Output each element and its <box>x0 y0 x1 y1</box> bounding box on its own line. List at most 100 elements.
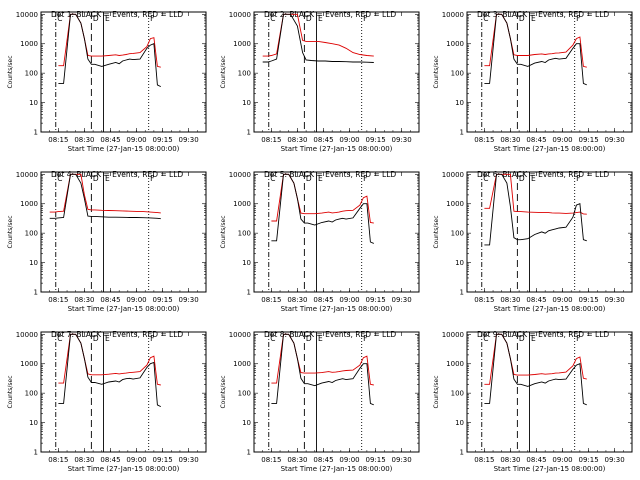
time-marker-label: D <box>93 14 99 23</box>
y-tick-label: 1 <box>460 129 464 137</box>
x-tick-label: 08:15 <box>474 136 494 144</box>
x-tick-label: 09:15 <box>365 296 385 304</box>
time-marker-label: C <box>57 334 62 343</box>
series-events-black <box>58 13 162 88</box>
x-tick-label: 08:30 <box>287 136 307 144</box>
y-tick-label: 1 <box>247 289 251 297</box>
y-tick-label: 1 <box>34 129 38 137</box>
time-marker-label: E <box>318 174 323 183</box>
time-marker-label: F <box>150 14 154 23</box>
plot-frame <box>466 171 633 293</box>
time-marker-label: F <box>150 334 154 343</box>
y-tick-label: 10 <box>29 99 38 107</box>
series-events-black <box>58 333 162 408</box>
panel-9: 1 10 100 1000 10000 08:15 08:30 08:45 09:00 09:15… <box>433 330 633 473</box>
y-tick-label: 1 <box>34 449 38 457</box>
x-tick-label: 08:15 <box>474 456 494 464</box>
time-marker-label: C <box>270 14 275 23</box>
time-marker-label: C <box>270 334 275 343</box>
x-tick-label: 08:15 <box>261 136 281 144</box>
panel-2: 1 10 100 1000 10000 08:15 08:30 08:45 09:00 09:15… <box>220 10 420 153</box>
y-tick-label: 1000 <box>446 360 464 368</box>
y-tick-label: 100 <box>238 390 251 398</box>
time-marker-label: D <box>519 14 525 23</box>
y-tick-label: 10 <box>29 259 38 267</box>
y-tick-label: 10000 <box>442 331 464 339</box>
x-tick-label: 09:15 <box>365 136 385 144</box>
panel-6: 1 10 100 1000 10000 08:15 08:30 08:45 09:00 09:15… <box>433 170 633 313</box>
y-tick-label: 10 <box>455 99 464 107</box>
y-tick-label: 1000 <box>233 40 251 48</box>
series-events-black <box>271 173 374 244</box>
y-tick-label: 100 <box>25 70 38 78</box>
x-tick-label: 08:45 <box>526 136 546 144</box>
panel-title: Det 3: BLACK = Events, RED = LLD <box>477 10 609 19</box>
panel-title: Det 8: BLACK = Events, RED = LLD <box>264 330 396 339</box>
time-marker-label: D <box>93 334 99 343</box>
x-tick-label: 09:00 <box>339 296 359 304</box>
y-axis-label: Counts/sec <box>7 215 14 248</box>
x-tick-label: 08:45 <box>526 296 546 304</box>
y-tick-label: 100 <box>25 390 38 398</box>
time-marker-label: C <box>483 174 488 183</box>
time-marker-label: C <box>483 14 488 23</box>
time-marker-label: E <box>318 334 323 343</box>
panel-1: 1 10 100 1000 10000 08:15 08:30 08:45 09:00 09:15… <box>7 10 207 153</box>
x-tick-label: 08:30 <box>74 296 94 304</box>
y-tick-label: 100 <box>451 70 464 78</box>
y-tick-label: 1000 <box>20 360 38 368</box>
x-axis-label: Start Time (27-Jan-15 08:00:00) <box>494 145 606 153</box>
plot-frame <box>40 171 207 293</box>
x-tick-label: 09:30 <box>392 296 412 304</box>
plot-frame <box>253 11 420 133</box>
plot-frame <box>40 331 207 453</box>
x-axis-label: Start Time (27-Jan-15 08:00:00) <box>68 465 180 473</box>
plot-frame <box>466 331 633 453</box>
x-tick-label: 08:45 <box>313 296 333 304</box>
time-marker-label: F <box>363 334 367 343</box>
series-events-black <box>271 333 374 406</box>
series-lld-red <box>262 13 374 57</box>
x-tick-label: 09:00 <box>552 136 572 144</box>
time-marker-label: F <box>576 174 580 183</box>
time-marker-label: D <box>93 174 99 183</box>
y-tick-label: 1 <box>460 289 464 297</box>
panel-title: Det 1: BLACK = Events, RED = LLD <box>51 10 183 19</box>
y-tick-label: 1000 <box>20 40 38 48</box>
time-marker-label: C <box>270 174 275 183</box>
x-tick-label: 09:00 <box>552 456 572 464</box>
x-tick-label: 08:30 <box>287 296 307 304</box>
y-tick-label: 10000 <box>229 11 251 19</box>
y-tick-label: 100 <box>238 70 251 78</box>
y-tick-label: 1 <box>34 289 38 297</box>
panel-4: 1 10 100 1000 10000 08:15 08:30 08:45 09:00 09:15… <box>7 170 207 313</box>
x-axis-label: Start Time (27-Jan-15 08:00:00) <box>68 305 180 313</box>
time-marker-label: F <box>363 14 367 23</box>
y-tick-label: 1000 <box>446 200 464 208</box>
y-tick-label: 100 <box>238 230 251 238</box>
time-marker-label: F <box>150 174 154 183</box>
time-marker-label: E <box>105 174 110 183</box>
time-marker-label: F <box>576 334 580 343</box>
x-tick-label: 09:15 <box>152 456 172 464</box>
x-tick-label: 09:15 <box>578 456 598 464</box>
x-tick-label: 09:00 <box>339 136 359 144</box>
panel-7: 1 10 100 1000 10000 08:15 08:30 08:45 09:00 09:15… <box>7 330 207 473</box>
x-tick-label: 09:00 <box>126 136 146 144</box>
x-tick-label: 08:45 <box>100 136 120 144</box>
panel-8: 1 10 100 1000 10000 08:15 08:30 08:45 09:00 09:15… <box>220 330 420 473</box>
x-tick-label: 08:45 <box>526 456 546 464</box>
y-tick-label: 10 <box>242 419 251 427</box>
x-tick-label: 09:30 <box>605 136 625 144</box>
time-marker-label: C <box>57 174 62 183</box>
panel-title: Det 2: BLACK = Events, RED = LLD <box>264 10 396 19</box>
x-tick-label: 09:15 <box>365 456 385 464</box>
y-tick-label: 10000 <box>442 171 464 179</box>
x-tick-label: 09:00 <box>552 296 572 304</box>
time-marker-label: D <box>306 174 312 183</box>
time-marker-label: E <box>531 174 536 183</box>
y-tick-label: 1000 <box>233 200 251 208</box>
panel-title: Det 7: BLACK = Events, RED = LLD <box>51 330 183 339</box>
y-tick-label: 100 <box>451 230 464 238</box>
